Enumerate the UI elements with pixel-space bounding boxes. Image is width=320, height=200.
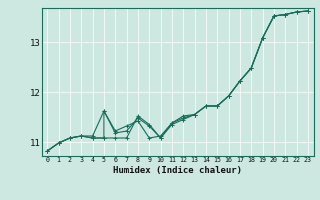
X-axis label: Humidex (Indice chaleur): Humidex (Indice chaleur) xyxy=(113,166,242,175)
